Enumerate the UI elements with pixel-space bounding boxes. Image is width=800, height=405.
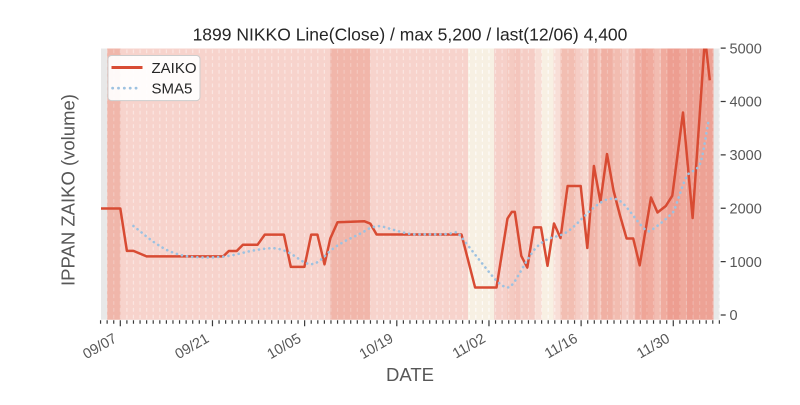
svg-text:0: 0 xyxy=(730,308,738,324)
svg-text:DATE: DATE xyxy=(386,364,434,385)
svg-text:1000: 1000 xyxy=(730,255,762,271)
svg-text:SMA5: SMA5 xyxy=(152,80,193,97)
svg-text:3000: 3000 xyxy=(730,148,762,164)
svg-text:4000: 4000 xyxy=(730,95,762,111)
svg-text:5000: 5000 xyxy=(730,41,762,57)
svg-text:IPPAN ZAIKO (volume): IPPAN ZAIKO (volume) xyxy=(58,94,79,286)
svg-text:ZAIKO: ZAIKO xyxy=(152,60,197,77)
svg-text:2000: 2000 xyxy=(730,202,762,218)
svg-text:1899 NIKKO Line(Close) / max 5: 1899 NIKKO Line(Close) / max 5,200 / las… xyxy=(193,25,628,45)
